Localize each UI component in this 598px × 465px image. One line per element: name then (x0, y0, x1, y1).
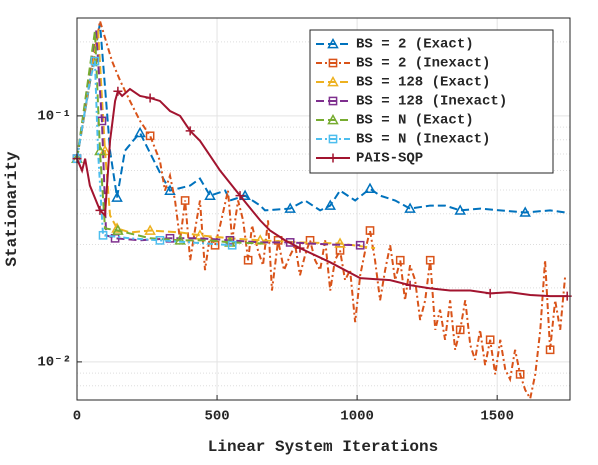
legend-marker (327, 37, 339, 49)
legend-label: BS = 2 (Inexact) (356, 56, 490, 72)
legend-label: BS = 2 (Exact) (356, 37, 474, 53)
data-point (235, 191, 245, 201)
series-line (76, 23, 566, 214)
x-tick-label: 500 (204, 409, 229, 425)
y-tick-label: 10⁻² (37, 355, 71, 371)
data-point (90, 56, 100, 66)
data-point (515, 369, 525, 379)
data-point (355, 240, 365, 250)
data-point (455, 325, 465, 335)
data-point (485, 288, 495, 298)
data-point (395, 255, 405, 265)
data-point (134, 126, 146, 138)
data-point (405, 280, 415, 290)
data-point (519, 206, 531, 217)
legend-marker (327, 113, 339, 125)
series-line (76, 60, 233, 247)
legend-marker (328, 58, 338, 68)
legend-marker (328, 96, 338, 106)
data-point (425, 255, 435, 265)
x-tick-label: 1500 (480, 409, 514, 425)
data-point (364, 182, 376, 194)
data-point (94, 144, 106, 156)
data-point (545, 345, 555, 355)
legend-marker (328, 153, 338, 163)
series-line (76, 31, 264, 245)
data-point (324, 199, 336, 210)
data-point (454, 204, 466, 215)
data-point (404, 202, 416, 213)
legend-marker (327, 75, 339, 87)
data-point (112, 224, 124, 235)
x-axis-label: Linear System Iterations (208, 438, 438, 456)
data-point (243, 255, 253, 265)
data-point (145, 131, 155, 141)
data-point (227, 240, 237, 250)
data-point (144, 224, 156, 235)
series-line (76, 87, 568, 298)
data-point (113, 86, 123, 96)
data-point (334, 237, 346, 248)
data-point (485, 335, 495, 345)
y-axis-label: Stationarity (3, 151, 21, 267)
data-point (365, 226, 375, 235)
legend-label: BS = 128 (Inexact) (356, 94, 507, 110)
legend-marker (328, 134, 338, 144)
x-tick-label: 1000 (340, 409, 374, 425)
series-line (76, 20, 567, 402)
plot-frame (76, 17, 571, 401)
data-point (284, 202, 296, 213)
legend-label: PAIS-SQP (356, 151, 423, 167)
data-point (185, 126, 195, 136)
legend-box (309, 29, 554, 174)
x-tick-label: 0 (73, 409, 81, 425)
data-point (180, 196, 190, 205)
legend-label: BS = N (Inexact) (356, 132, 490, 148)
data-point (95, 205, 105, 215)
data-point (285, 238, 295, 247)
legend: BS = 2 (Exact) BS = 2 (Inexact) BS = 128 (… (309, 29, 554, 174)
data-point (194, 229, 206, 240)
data-point (98, 230, 108, 240)
data-point (145, 93, 155, 103)
data-point (111, 191, 123, 202)
legend-label: BS = 128 (Exact) (356, 75, 490, 91)
y-tick-label: 10⁻¹ (37, 109, 71, 125)
data-point (155, 235, 165, 245)
data-point (204, 189, 216, 201)
legend-label: BS = N (Exact) (356, 113, 474, 129)
data-point (174, 234, 186, 245)
data-point (295, 243, 305, 253)
